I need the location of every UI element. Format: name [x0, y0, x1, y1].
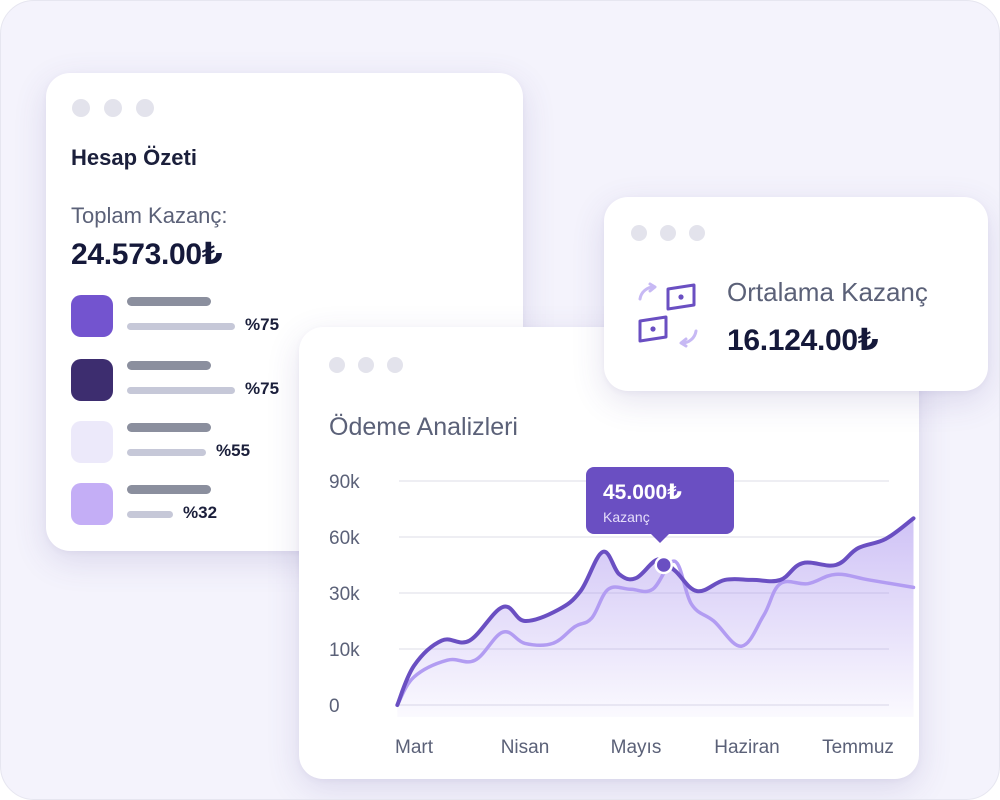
legend-item: %75	[71, 359, 331, 401]
total-earnings-label: Toplam Kazanç:	[71, 203, 228, 228]
legend-share-bar	[127, 323, 235, 330]
window-dot-icon	[387, 357, 403, 373]
window-dot-icon	[660, 225, 676, 241]
legend-percent: %55	[216, 441, 251, 460]
legend-item: %75	[71, 295, 331, 337]
series-line-secondary	[395, 559, 916, 707]
legend-share-bar	[127, 387, 235, 394]
legend-percent: %75	[245, 315, 280, 334]
legend-swatch	[71, 359, 113, 401]
legend-percent: %32	[183, 503, 218, 522]
chart-title: Ödeme Analizleri	[329, 413, 518, 441]
payment-analytics-card: Ödeme Analizleri 90k 60k 30k 10k 0 Mart Nisan M…	[299, 327, 919, 779]
chart-tooltip: 45.000₺ Kazanç	[586, 467, 734, 543]
currency-exchange-icon	[638, 282, 698, 348]
y-tick-label: 0	[329, 696, 340, 717]
x-tick-label: Temmuz	[822, 737, 894, 758]
average-earnings-card: Ortalama Kazanç 16.124.00₺	[604, 197, 988, 391]
x-tick-label: Mayıs	[611, 737, 662, 758]
x-tick-label: Nisan	[501, 737, 550, 758]
window-controls	[72, 99, 154, 117]
legend-item: %32	[71, 483, 331, 525]
legend-swatch	[71, 421, 113, 463]
window-dot-icon	[104, 99, 122, 117]
earnings-area-chart: 90k 60k 30k 10k 0 Mart Nisan Mayıs Haziran Temmuz	[329, 472, 916, 758]
window-controls	[329, 357, 403, 373]
window-dot-icon	[329, 357, 345, 373]
x-tick-label: Mart	[395, 737, 434, 758]
y-tick-label: 10k	[329, 640, 360, 661]
account-summary-card: Hesap Özeti Toplam Kazanç: 24.573.00₺ %7…	[46, 73, 523, 551]
tooltip-value: 45.000₺	[603, 481, 682, 504]
legend-swatch	[71, 295, 113, 337]
legend-label-placeholder	[127, 361, 211, 370]
window-controls	[631, 225, 705, 241]
highlight-point	[654, 555, 673, 575]
legend-share-bar	[127, 449, 206, 456]
y-tick-label: 60k	[329, 528, 360, 549]
series-area-fill	[397, 518, 914, 717]
legend-share-bar	[127, 511, 173, 518]
legend-label-placeholder	[127, 485, 211, 494]
y-tick-label: 90k	[329, 472, 360, 493]
summary-title: Hesap Özeti	[71, 145, 197, 170]
window-dot-icon	[689, 225, 705, 241]
legend-swatch	[71, 483, 113, 525]
y-tick-label: 30k	[329, 584, 360, 605]
legend-percent: %75	[245, 379, 280, 398]
tooltip-label: Kazanç	[603, 509, 650, 525]
legend-item: %55	[71, 421, 331, 463]
x-tick-label: Haziran	[714, 737, 779, 758]
series-line-primary	[395, 516, 916, 707]
legend-label-placeholder	[127, 297, 211, 306]
window-dot-icon	[136, 99, 154, 117]
window-dot-icon	[72, 99, 90, 117]
legend-label-placeholder	[127, 423, 211, 432]
average-earnings-label: Ortalama Kazanç	[727, 277, 928, 307]
window-dot-icon	[631, 225, 647, 241]
window-dot-icon	[358, 357, 374, 373]
average-earnings-value: 16.124.00₺	[727, 324, 879, 357]
total-earnings-value: 24.573.00₺	[71, 238, 223, 271]
